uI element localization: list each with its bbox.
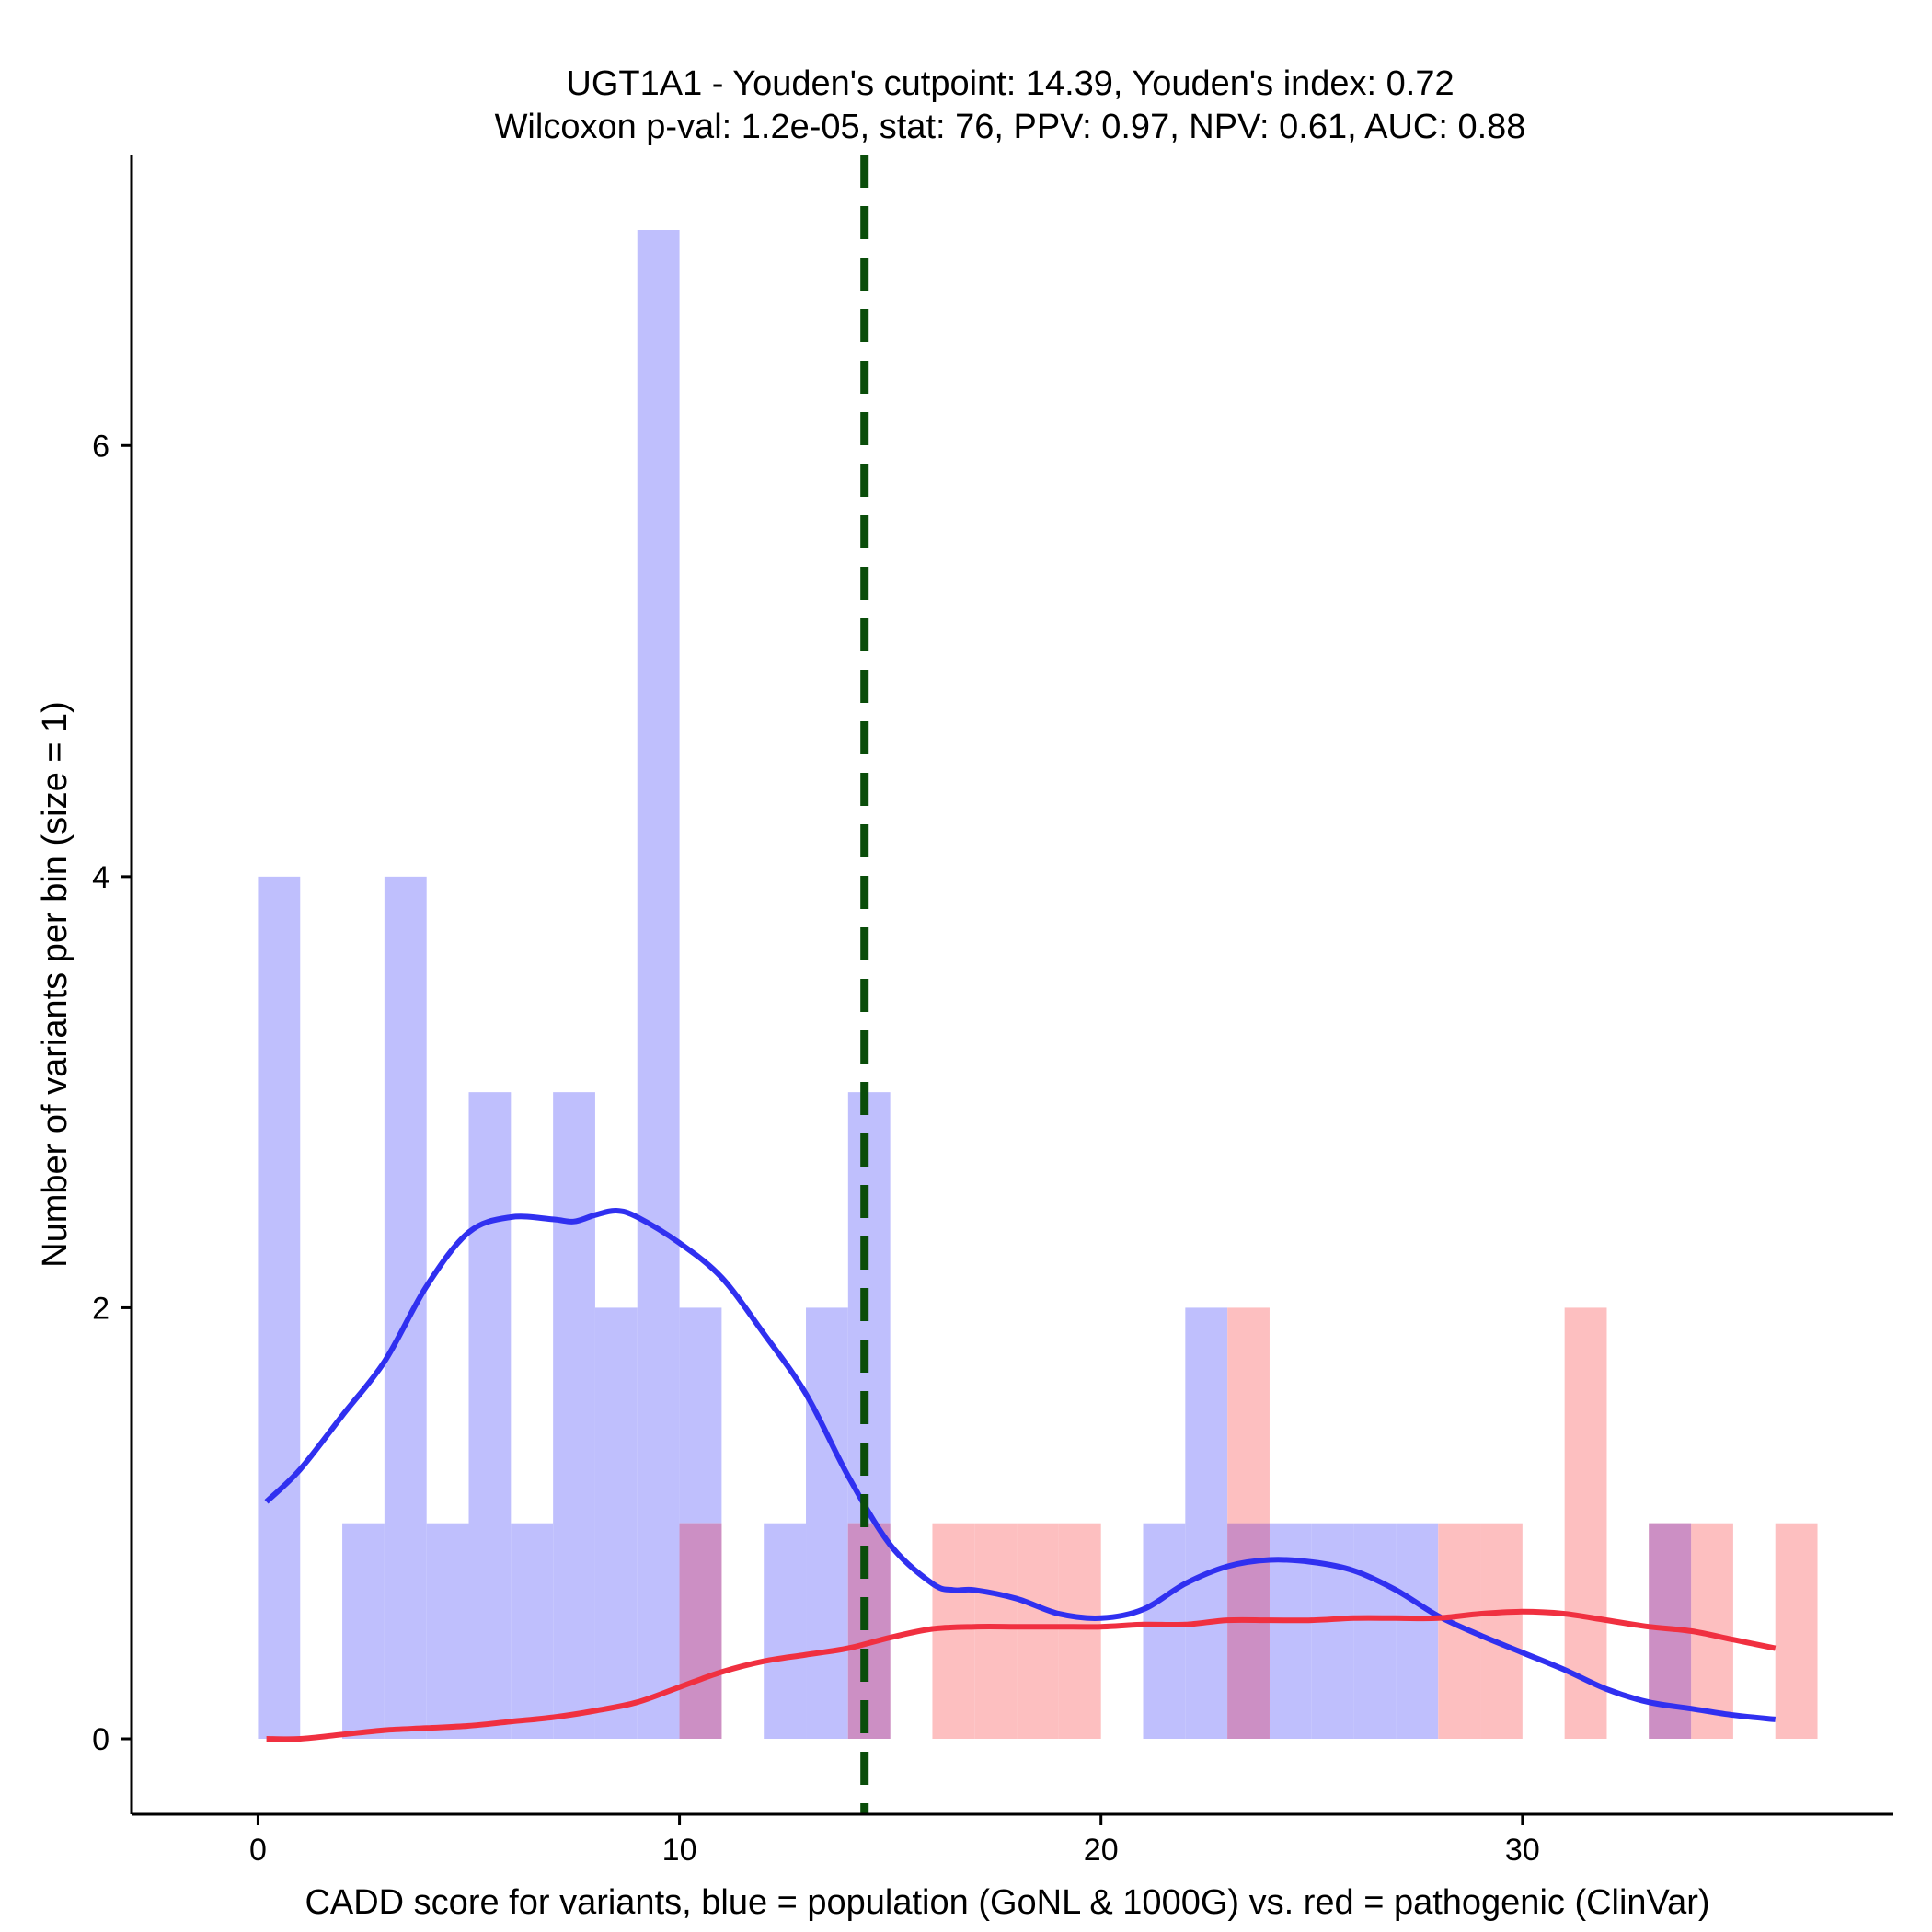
x-tick-label: 20	[1084, 1833, 1119, 1868]
x-axis-label: CADD score for variants, blue = populati…	[305, 1883, 1709, 1922]
overlap-bar	[1227, 1523, 1270, 1739]
y-tick-label: 6	[92, 429, 109, 464]
population-bar	[258, 876, 301, 1739]
x-tick-label: 0	[249, 1833, 267, 1868]
y-tick-label: 0	[92, 1722, 109, 1757]
population-bar	[511, 1523, 554, 1739]
tick-labels: 0 10 20 30 0 2 4 6	[92, 429, 1540, 1868]
x-tick-label: 30	[1505, 1833, 1540, 1868]
population-bar	[1143, 1523, 1186, 1739]
pathogenic-bar	[1775, 1523, 1818, 1739]
population-bar	[1269, 1523, 1312, 1739]
population-bar	[1311, 1523, 1354, 1739]
overlap-bar	[679, 1523, 722, 1739]
population-bar	[553, 1092, 595, 1739]
population-bar	[1353, 1523, 1397, 1739]
x-tick-label: 10	[662, 1833, 697, 1868]
pathogenic-bar	[932, 1523, 975, 1739]
axes	[121, 155, 1893, 1825]
pathogenic-bar	[1480, 1523, 1523, 1739]
histogram-bars	[258, 230, 1818, 1739]
population-bar	[468, 1092, 512, 1739]
pathogenic-density-line	[266, 1608, 1777, 1742]
pathogenic-bar	[974, 1523, 1018, 1739]
pathogenic-bar	[1017, 1523, 1059, 1739]
population-bar	[1185, 1307, 1228, 1739]
chart-title-line1: UGT1A1 - Youden's cutpoint: 14.39, Youde…	[566, 64, 1454, 103]
population-bar	[384, 876, 427, 1739]
population-bar	[1396, 1523, 1439, 1739]
population-bar	[342, 1523, 385, 1739]
overlap-bar	[847, 1523, 891, 1739]
y-tick-label: 2	[92, 1291, 109, 1326]
density-curves	[264, 1207, 1777, 1742]
population-density-line	[264, 1207, 1777, 1722]
pathogenic-bar	[1058, 1523, 1101, 1739]
y-tick-label: 4	[92, 860, 109, 895]
chart-title-line2: Wilcoxon p-val: 1.2e-05, stat: 76, PPV: …	[495, 108, 1526, 146]
population-bar	[806, 1307, 848, 1739]
population-bar	[426, 1523, 469, 1739]
y-axis-label: Number of variants per bin (size = 1)	[36, 701, 75, 1268]
population-bar	[637, 230, 680, 1739]
population-bar	[764, 1523, 807, 1739]
pathogenic-bar	[1564, 1307, 1607, 1739]
population-bar	[594, 1307, 638, 1739]
